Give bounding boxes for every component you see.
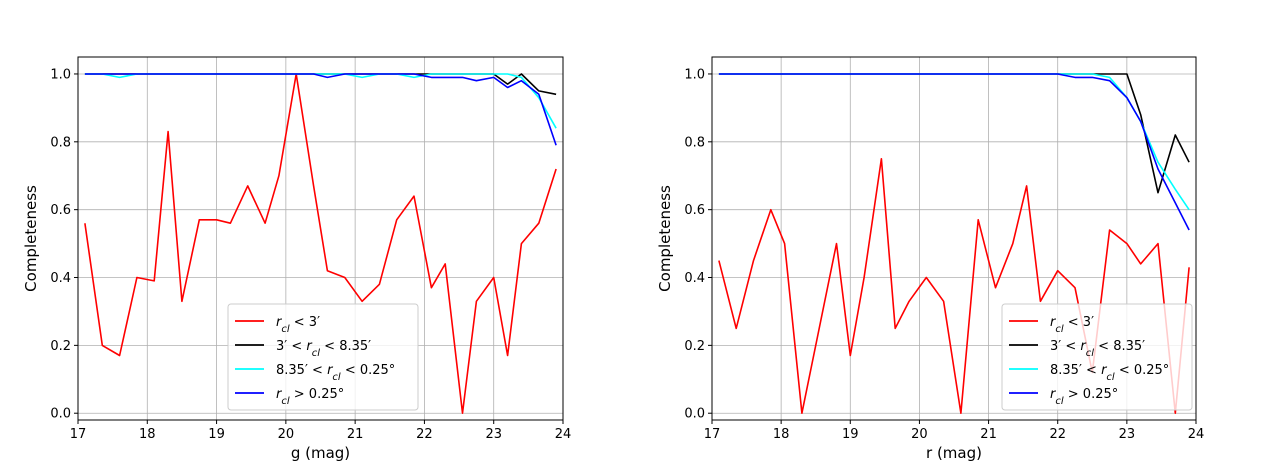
series-line-1 (718, 158, 1190, 415)
legend-label-2: 3′ < rcl < 8.35′ (1050, 339, 1145, 359)
x-tick-label-4: 21 (347, 427, 364, 442)
x-tick-label-1: 18 (139, 427, 156, 442)
series-line-2 (84, 73, 557, 96)
x-tick-label-7: 24 (555, 427, 572, 442)
legend-label-1: rcl < 3′ (276, 315, 320, 335)
x-tick-label-2: 19 (208, 427, 225, 442)
y-tick-label-2: 0.4 (50, 271, 71, 286)
x-axis-label: g (mag) (291, 444, 350, 462)
y-tick-label-5: 1.0 (50, 67, 71, 82)
series-line-4 (718, 73, 1190, 231)
legend-label-3: 8.35′ < rcl < 0.25° (276, 363, 395, 383)
legend-box (227, 303, 419, 411)
y-tick-label-3: 0.6 (684, 203, 705, 218)
series-line-1 (84, 73, 557, 415)
y-tick-label-4: 0.8 (50, 135, 71, 150)
x-tick-label-3: 20 (278, 427, 295, 442)
legend-label-3: 8.35′ < rcl < 0.25° (1050, 363, 1169, 383)
x-tick-label-5: 22 (416, 427, 433, 442)
x-axis-label: r (mag) (926, 444, 982, 462)
y-axis-label: Completeness (22, 185, 40, 292)
x-tick-label-4: 21 (980, 427, 997, 442)
series-line-3 (84, 73, 557, 129)
series-line-2 (718, 73, 1190, 194)
legend: rcl < 3′ 3′ < rcl < 8.35′ 8.35′ < rcl < 0.… (227, 303, 419, 411)
legend-box (1001, 303, 1193, 411)
y-tick-label-3: 0.6 (50, 203, 71, 218)
y-tick-label-0: 0.0 (684, 407, 705, 422)
x-tick-label-0: 17 (70, 427, 87, 442)
x-tick-label-5: 22 (1049, 427, 1066, 442)
legend: rcl < 3′ 3′ < rcl < 8.35′ 8.35′ < rcl < 0.… (1001, 303, 1193, 411)
x-tick-label-1: 18 (773, 427, 790, 442)
x-tick-label-2: 19 (842, 427, 859, 442)
chart-panel-2: 17 18 19 20 21 22 23 24 0.0 0.2 0.4 0.6 0.8 1.0 r (mag… (656, 56, 1205, 462)
legend-label-2: 3′ < rcl < 8.35′ (276, 339, 371, 359)
y-tick-label-5: 1.0 (684, 67, 705, 82)
y-tick-label-1: 0.2 (684, 339, 705, 354)
y-axis-label: Completeness (656, 185, 674, 292)
y-tick-label-2: 0.4 (684, 271, 705, 286)
x-tick-label-0: 17 (704, 427, 721, 442)
y-tick-label-4: 0.8 (684, 135, 705, 150)
series-line-4 (84, 73, 557, 146)
x-tick-label-6: 23 (485, 427, 502, 442)
x-tick-label-6: 23 (1119, 427, 1136, 442)
x-tick-label-7: 24 (1188, 427, 1205, 442)
chart-panel-1: 17 18 19 20 21 22 23 24 0.0 0.2 0.4 0.6 0.8 1.0 g (mag… (22, 56, 572, 462)
axes-frame (711, 56, 1197, 421)
y-tick-label-1: 0.2 (50, 339, 71, 354)
legend-label-4: rcl > 0.25° (276, 387, 344, 407)
legend-label-1: rcl < 3′ (1050, 315, 1094, 335)
axes-frame (77, 56, 564, 421)
x-tick-label-3: 20 (911, 427, 928, 442)
y-tick-label-0: 0.0 (50, 407, 71, 422)
legend-label-4: rcl > 0.25° (1050, 387, 1118, 407)
